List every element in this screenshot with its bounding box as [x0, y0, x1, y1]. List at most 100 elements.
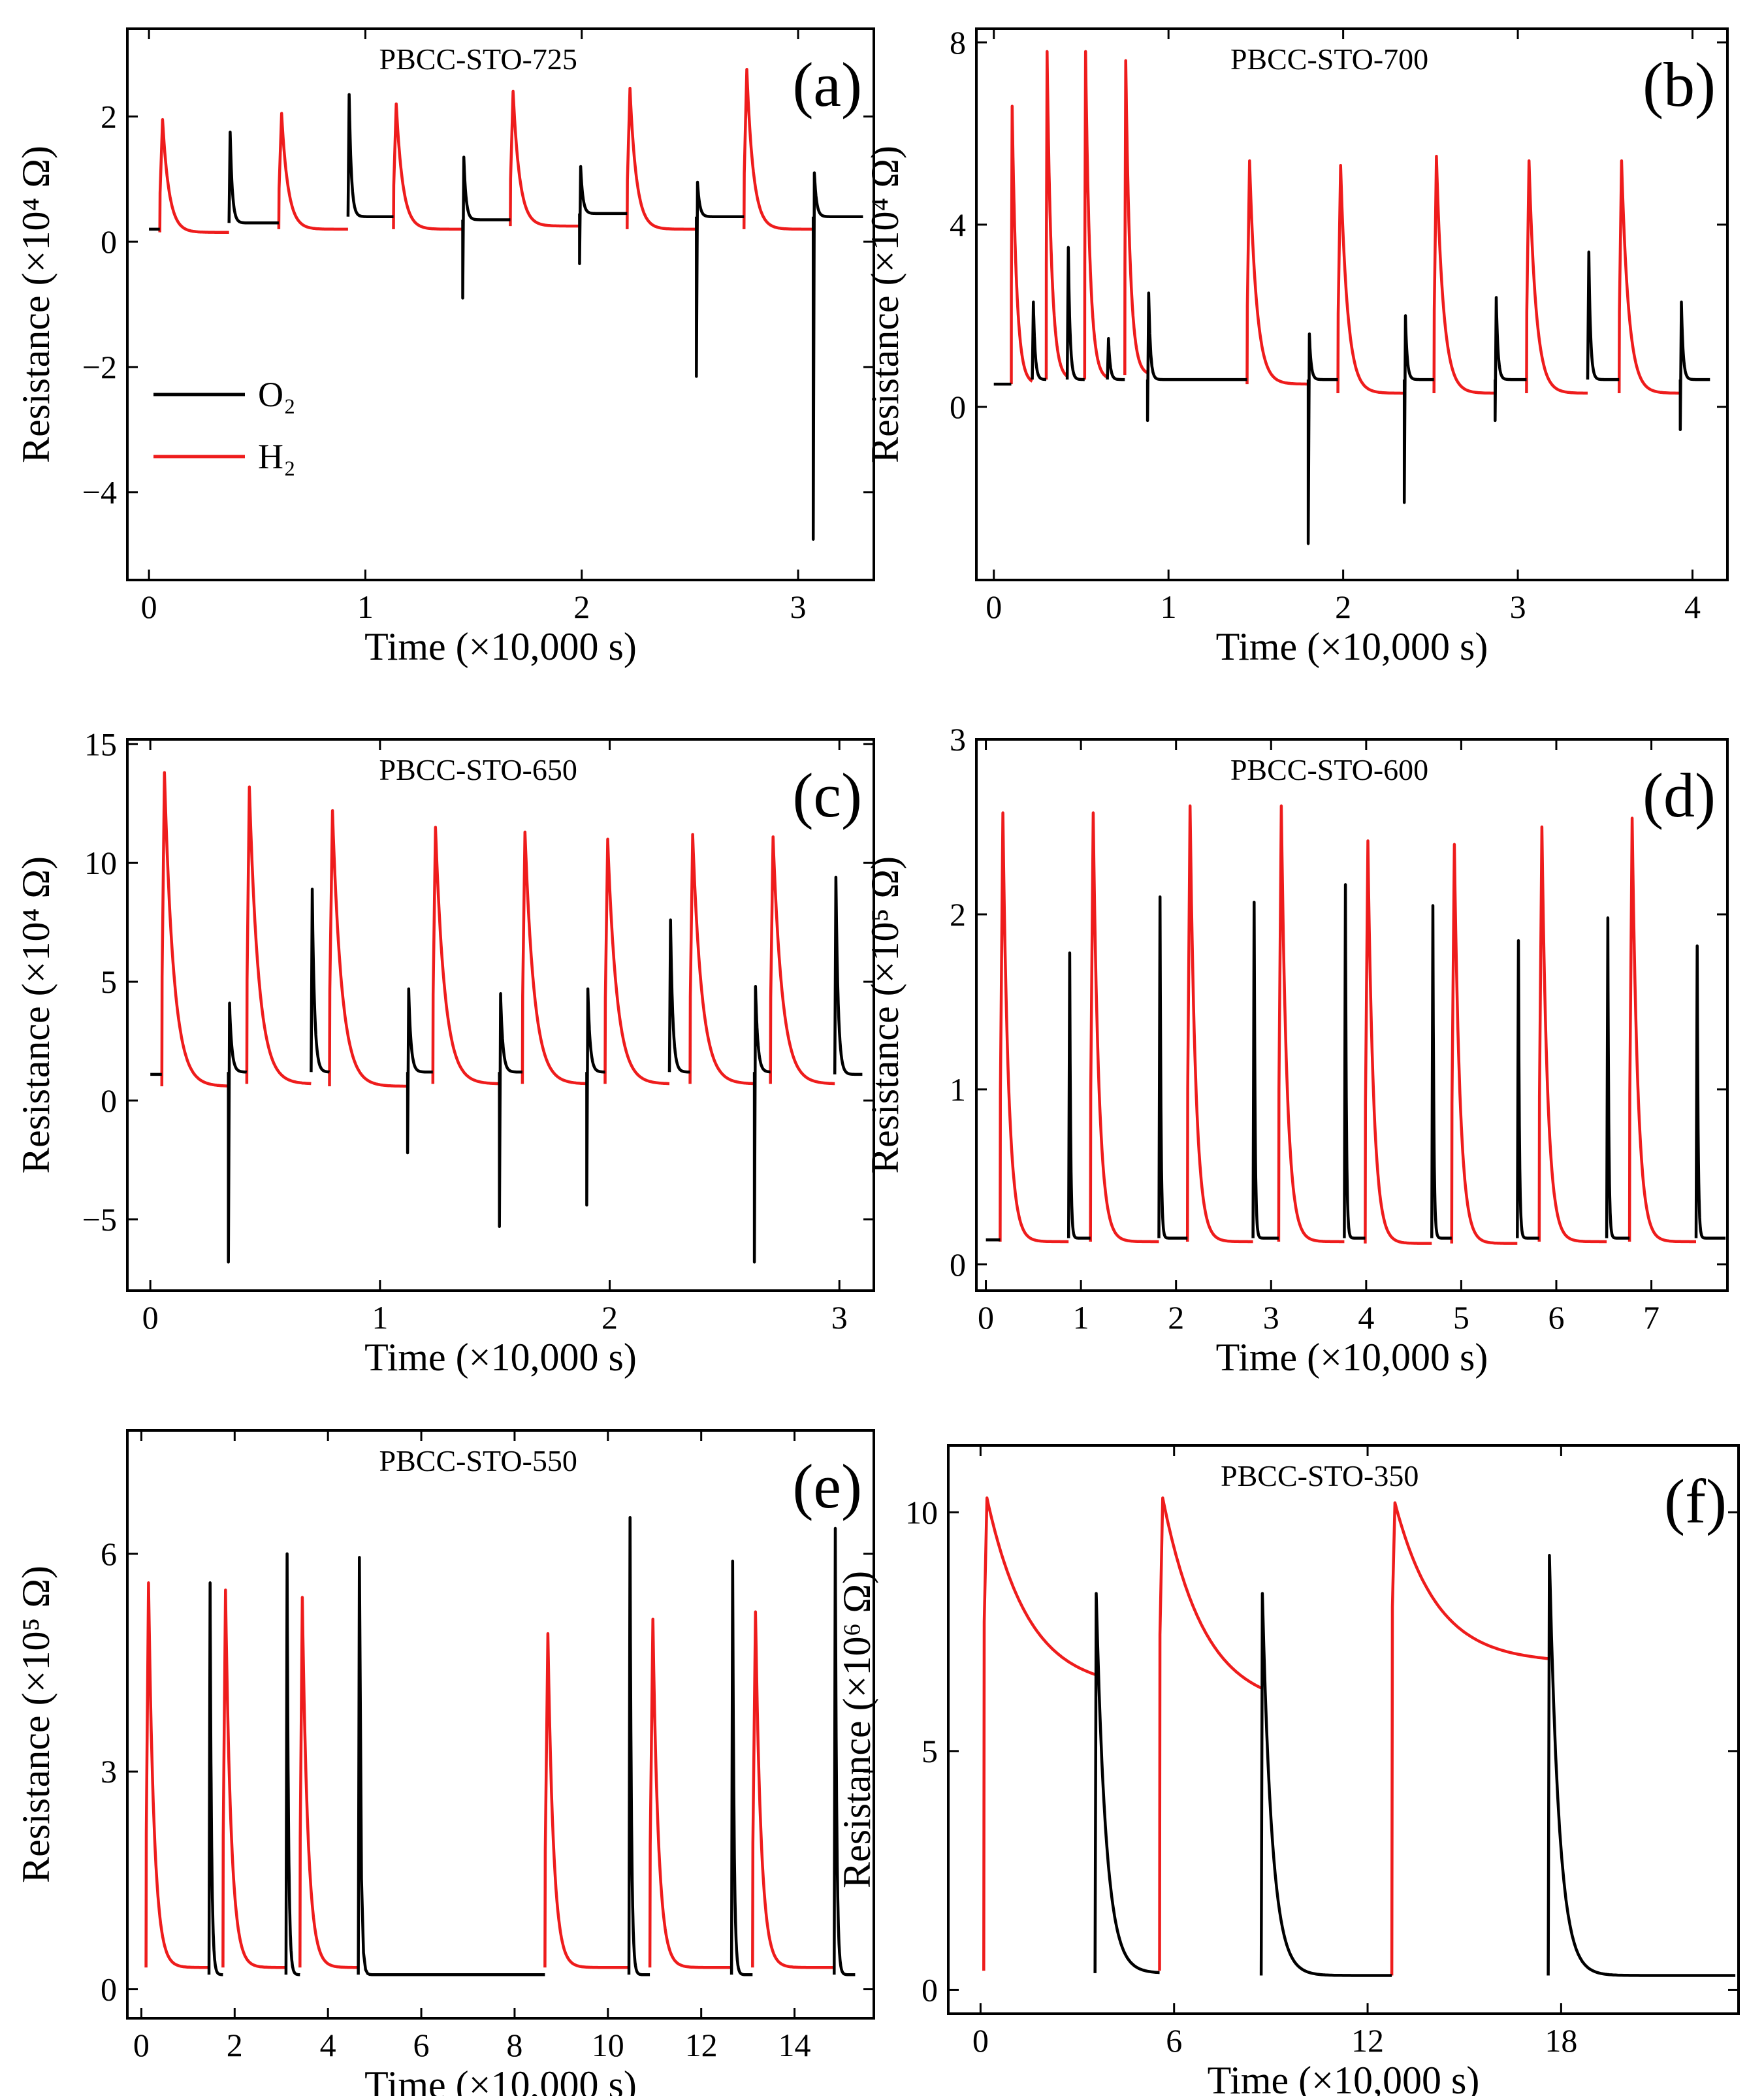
series-o2-segment	[1605, 916, 1631, 1240]
series-h2-segment	[245, 785, 312, 1086]
y-tick-label: 0	[101, 1971, 117, 2008]
series-o2-segment	[1065, 246, 1086, 381]
panel-letter: (c)	[792, 760, 862, 830]
x-tick-label: 1	[1073, 1299, 1089, 1336]
series-h2-segment	[328, 809, 409, 1088]
series-o2-segment	[833, 1526, 857, 1976]
series-o2-segment	[1694, 944, 1727, 1240]
y-tick-label: 2	[950, 896, 966, 933]
x-tick-label: 3	[1263, 1299, 1279, 1336]
y-axis-title: Resistance (×10⁵ Ω)	[14, 1566, 57, 1883]
series-o2-segment	[811, 171, 864, 541]
panel-letter: (d)	[1643, 760, 1716, 830]
y-tick-label: 1	[950, 1071, 966, 1108]
y-tick-label: 2	[101, 98, 117, 135]
y-tick-label: 0	[922, 1971, 938, 2008]
series-o2-segment	[461, 155, 511, 300]
y-tick-label: 3	[950, 721, 966, 758]
x-axis-title: Time (×10,000 s)	[1208, 2059, 1480, 2096]
x-tick-label: 0	[141, 588, 157, 625]
series-o2-segment	[1678, 300, 1712, 432]
series-h2-segment	[1336, 164, 1405, 395]
series-h2-segment	[1432, 155, 1496, 395]
series-o2-segment	[695, 180, 745, 378]
series-o2-segment	[1516, 939, 1541, 1240]
y-tick-label: −5	[82, 1201, 117, 1238]
series-h2-segment	[1158, 1496, 1262, 1971]
y-tick-label: 5	[101, 963, 117, 1000]
series-o2-segment	[1402, 314, 1435, 504]
y-axis-title: Resistance (×10⁴ Ω)	[863, 146, 906, 463]
x-tick-label: 2	[573, 588, 590, 625]
panel-title: PBCC-STO-600	[1230, 753, 1428, 786]
series-o2-segment	[284, 1552, 302, 1976]
panel-letter: (e)	[792, 1451, 862, 1521]
series-o2-segment	[1547, 1553, 1736, 1977]
y-tick-label: 10	[905, 1494, 938, 1530]
series-h2-segment	[769, 835, 836, 1086]
series-h2-segment	[1123, 59, 1149, 376]
x-axis-title: Time (×10,000 s)	[364, 1336, 637, 1379]
x-tick-label: 4	[320, 2027, 336, 2063]
series-o2-segment	[833, 875, 864, 1076]
x-tick-label: 7	[1643, 1299, 1660, 1336]
plot-frame	[975, 738, 1729, 1292]
legend-o2-label: O₂	[258, 375, 296, 414]
series-h2-segment	[982, 1496, 1096, 1971]
x-tick-label: 1	[357, 588, 374, 625]
y-tick-label: 3	[101, 1753, 117, 1790]
series-o2-segment	[357, 1556, 545, 1976]
y-tick-label: −4	[82, 474, 117, 511]
series-o2-segment	[1259, 1592, 1392, 1977]
series-h2-segment	[392, 102, 464, 231]
x-tick-label: 0	[986, 588, 1002, 625]
y-tick-label: 4	[950, 206, 966, 243]
y-tick-label: −2	[82, 349, 117, 385]
series-h2-segment	[1089, 811, 1160, 1244]
series-o2-segment	[667, 918, 692, 1074]
x-tick-label: 6	[1548, 1299, 1564, 1336]
series-h2-segment	[1364, 839, 1433, 1245]
series-o2-segment	[1146, 291, 1248, 423]
plot-frame	[126, 1429, 875, 2020]
series-o2-segment	[498, 992, 524, 1229]
series-o2-segment	[752, 985, 772, 1264]
x-tick-label: 0	[142, 1299, 159, 1336]
series-h2-segment	[1628, 816, 1697, 1244]
series-h2-segment	[742, 68, 814, 231]
series-o2-segment	[1066, 951, 1092, 1240]
series-o2-segment	[1306, 332, 1339, 545]
panel-title: PBCC-STO-550	[379, 1444, 577, 1477]
series-h2-segment	[1617, 159, 1682, 395]
series-h2-segment	[1277, 804, 1345, 1244]
series-o2-segment	[227, 131, 280, 225]
series-o2-segment	[227, 1001, 248, 1264]
y-axis-title: Resistance (×10⁴ Ω)	[14, 856, 57, 1174]
series-h2-segment	[1450, 843, 1518, 1245]
chart-panel-b: 0 1 2 3 4 0 4 8 Time (×10,000 s) Resistance (×10⁴…	[863, 24, 1729, 668]
x-tick-label: 12	[1351, 2022, 1384, 2059]
y-axis-title: Resistance (×10⁶ Ω)	[835, 1571, 878, 1888]
y-tick-label: 0	[950, 1246, 966, 1283]
series-h2-segment	[1537, 825, 1608, 1244]
y-tick-label: 0	[101, 1082, 117, 1119]
series-h2-segment	[648, 1617, 733, 1969]
plot-frame	[947, 1444, 1740, 2015]
series-o2-segment	[346, 93, 395, 218]
series-o2-segment	[1430, 904, 1453, 1240]
x-tick-label: 3	[1510, 588, 1526, 625]
x-axis-title: Time (×10,000 s)	[1216, 625, 1488, 668]
chart-panel-f: 0 6 12 18 0 5 10 Time (×10,000 s) Resistance (×1…	[835, 1444, 1740, 2096]
series-h2-segment	[431, 826, 500, 1086]
series-h2-segment	[626, 86, 698, 231]
series-h2-segment	[1083, 50, 1109, 380]
series-o2-segment	[406, 987, 434, 1155]
x-tick-label: 12	[685, 2027, 718, 2063]
series-h2-segment	[221, 1588, 287, 1969]
x-tick-label: 0	[133, 2027, 150, 2063]
x-tick-label: 4	[1358, 1299, 1374, 1336]
series-o2-segment	[578, 165, 628, 265]
panel-title: PBCC-STO-725	[379, 42, 577, 76]
